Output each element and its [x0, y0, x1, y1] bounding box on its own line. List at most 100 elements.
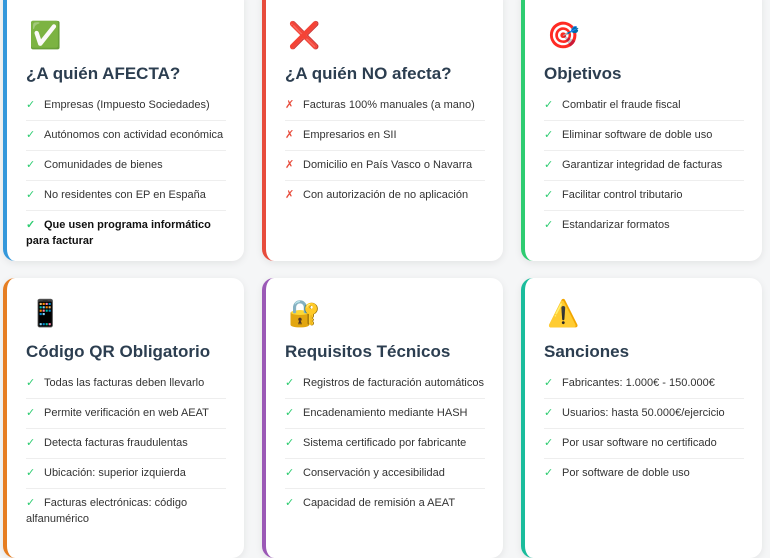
check-mark-icon: ✓ — [285, 407, 295, 419]
list-item: ✓ Comunidades de bienes — [26, 151, 226, 181]
check-mark-icon: ✓ — [544, 407, 554, 419]
item-text: Todas las facturas deben llevarlo — [44, 377, 205, 389]
item-text: Detecta facturas fraudulentas — [44, 437, 188, 449]
check-mark-icon: ✓ — [26, 189, 36, 201]
check-mark-icon: ✓ — [285, 467, 295, 479]
check-mark-icon: ✓ — [26, 219, 36, 231]
item-text: Eliminar software de doble uso — [562, 129, 713, 141]
item-text: Autónomos con actividad económica — [44, 129, 224, 141]
check-mark-icon: ✓ — [544, 377, 554, 389]
list-item: ✓ Eliminar software de doble uso — [544, 121, 744, 151]
item-text: Conservación y accesibilidad — [303, 467, 445, 479]
item-text: Facturas electrónicas: código alfanuméri… — [26, 497, 188, 525]
list-item: ✓ Permite verificación en web AEAT — [26, 399, 226, 429]
card-2: 🎯 Objetivos ✓ Combatir el fraude fiscal ✓ Eli… — [521, 0, 762, 261]
list-item: ✓ Todas las facturas deben llevarlo — [26, 369, 226, 399]
list-item: ✓ Que usen programa informático para fact… — [26, 211, 226, 256]
cross-mark-icon: ✗ — [285, 99, 295, 111]
check-mark-icon: ✓ — [26, 437, 36, 449]
check-mark-icon: ✓ — [26, 129, 36, 141]
list-item: ✓ Combatir el fraude fiscal — [544, 91, 744, 121]
check-mark-icon: ✓ — [544, 99, 554, 111]
list-item: ✗ Empresarios en SII — [285, 121, 485, 151]
lock-key-icon: 🔐 — [288, 298, 321, 328]
list-item: ✓ Registros de facturación automáticos — [285, 369, 485, 399]
list-item: ✓ Empresas (Impuesto Sociedades) — [26, 91, 226, 121]
card-title: ¿A quién NO afecta? — [285, 64, 452, 83]
qr-icon: 📱 — [29, 298, 62, 328]
check-mark-icon: ✓ — [544, 159, 554, 171]
list-item: ✗ Facturas 100% manuales (a mano) — [285, 91, 485, 121]
item-text: No residentes con EP en España — [44, 189, 206, 201]
list-item: ✓ Garantizar integridad de facturas — [544, 151, 744, 181]
list-item: ✓ Encadenamiento mediante HASH — [285, 399, 485, 429]
card-4: 🔐 Requisitos Técnicos ✓ Registros de factur… — [262, 278, 503, 558]
card-title: Código QR Obligatorio — [26, 342, 211, 361]
item-text: Por software de doble uso — [562, 467, 690, 479]
item-text: Sistema certificado por fabricante — [303, 437, 467, 449]
target-icon: 🎯 — [547, 20, 580, 50]
item-text: Facturas 100% manuales (a mano) — [303, 99, 475, 111]
list-item: ✓ Autónomos con actividad económica — [26, 121, 226, 151]
card-title: Objetivos — [544, 64, 622, 83]
check-mark-icon: ✓ — [26, 407, 36, 419]
check-mark-icon: ✓ — [26, 377, 36, 389]
list-item: ✓ Capacidad de remisión a AEAT — [285, 489, 485, 518]
check-mark-icon: ✓ — [544, 467, 554, 479]
check-mark-icon: ✓ — [285, 377, 295, 389]
item-text: Empresarios en SII — [303, 129, 397, 141]
list-item: ✓ No residentes con EP en España — [26, 181, 226, 211]
item-text: Combatir el fraude fiscal — [562, 99, 681, 111]
item-text: Ubicación: superior izquierda — [44, 467, 186, 479]
card-list: ✗ Facturas 100% manuales (a mano) ✗ Empresa… — [285, 91, 485, 210]
check-mark-icon: ✓ — [26, 159, 36, 171]
card-1: ❌ ¿A quién NO afecta? ✗ Facturas 100% manua… — [262, 0, 503, 261]
card-title: ¿A quién AFECTA? — [26, 64, 181, 83]
item-text: Garantizar integridad de facturas — [562, 159, 723, 171]
check-mark-icon: ✓ — [26, 99, 36, 111]
list-item: ✓ Ubicación: superior izquierda — [26, 459, 226, 489]
list-item: ✓ Facturas electrónicas: código alfanumér… — [26, 489, 226, 534]
item-text: Domicilio en País Vasco o Navarra — [303, 159, 473, 171]
card-3: 📱 Código QR Obligatorio ✓ Todas las factura… — [3, 278, 244, 558]
list-item: ✓ Detecta facturas fraudulentas — [26, 429, 226, 459]
card-list: ✓ Combatir el fraude fiscal ✓ Eliminar soft… — [544, 91, 744, 240]
item-text: Por usar software no certificado — [562, 437, 717, 449]
list-item: ✓ Por usar software no certificado — [544, 429, 744, 459]
card-title: Sanciones — [544, 342, 630, 361]
list-item: ✓ Fabricantes: 1.000€ - 150.000€ — [544, 369, 744, 399]
warning-icon: ⚠️ — [547, 298, 580, 328]
item-text: Registros de facturación automáticos — [303, 377, 484, 389]
cross-mark-icon: ✗ — [285, 189, 295, 201]
check-mark-icon: ✓ — [26, 497, 36, 509]
check-mark-icon: ✓ — [544, 219, 554, 231]
list-item: ✓ Estandarizar formatos — [544, 211, 744, 240]
item-text: Permite verificación en web AEAT — [44, 407, 209, 419]
list-item: ✗ Con autorización de no aplicación — [285, 181, 485, 210]
item-text: Encadenamiento mediante HASH — [303, 407, 468, 419]
item-text: Capacidad de remisión a AEAT — [303, 497, 456, 509]
list-item: ✓ Facilitar control tributario — [544, 181, 744, 211]
item-text: Facilitar control tributario — [562, 189, 683, 201]
item-text: Comunidades de bienes — [44, 159, 163, 171]
cross-icon: ❌ — [288, 20, 321, 50]
card-0: ✅ ¿A quién AFECTA? ✓ Empresas (Impuesto Soc… — [3, 0, 244, 261]
list-item: ✓ Conservación y accesibilidad — [285, 459, 485, 489]
item-text: Empresas (Impuesto Sociedades) — [44, 99, 210, 111]
card-list: ✓ Fabricantes: 1.000€ - 150.000€ ✓ Usuarios… — [544, 369, 744, 488]
item-text: Con autorización de no aplicación — [303, 189, 469, 201]
item-text: Estandarizar formatos — [562, 219, 670, 231]
check-mark-icon: ✓ — [544, 189, 554, 201]
cross-mark-icon: ✗ — [285, 129, 295, 141]
check-mark-icon: ✓ — [26, 467, 36, 479]
card-title: Requisitos Técnicos — [285, 342, 451, 361]
list-item: ✓ Sistema certificado por fabricante — [285, 429, 485, 459]
item-text: Fabricantes: 1.000€ - 150.000€ — [562, 377, 715, 389]
list-item: ✓ Por software de doble uso — [544, 459, 744, 488]
cross-mark-icon: ✗ — [285, 159, 295, 171]
check-mark-icon: ✓ — [285, 497, 295, 509]
card-5: ⚠️ Sanciones ✓ Fabricantes: 1.000€ - 150.00… — [521, 278, 762, 558]
check-mark-icon: ✓ — [544, 129, 554, 141]
check-box-icon: ✅ — [29, 20, 62, 50]
check-mark-icon: ✓ — [544, 437, 554, 449]
